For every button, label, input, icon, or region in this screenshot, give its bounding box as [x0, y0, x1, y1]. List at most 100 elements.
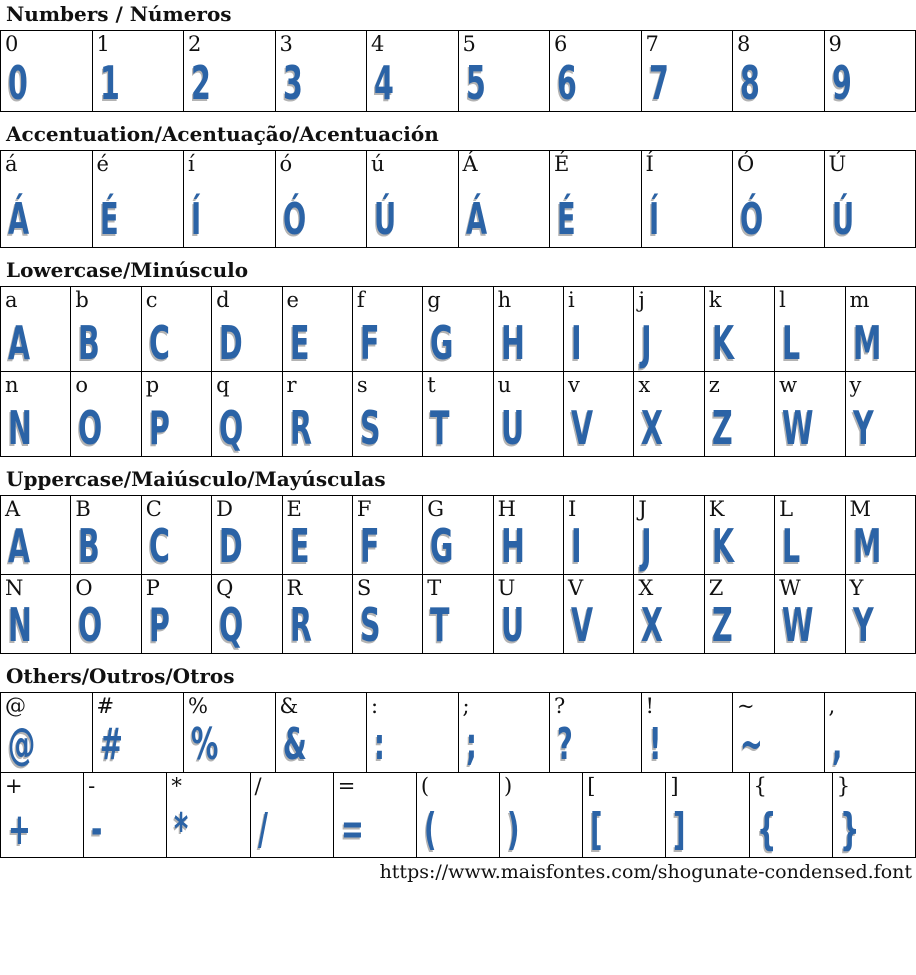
cell-glyph-sample: R [289, 598, 312, 652]
glyph-cell: mm [844, 286, 916, 372]
glyph-cell: éé [91, 150, 184, 248]
cell-character-label: 6 [554, 32, 568, 56]
cell-character-label: ? [554, 694, 566, 718]
glyph-cell: dd [211, 286, 283, 372]
cell-glyph-sample: % [191, 719, 219, 770]
cell-glyph-sample: b [78, 316, 101, 370]
glyph-cell: jj [633, 286, 705, 372]
cell-character-label: ] [670, 774, 679, 798]
glyph-cell: aa [0, 286, 72, 372]
cell-glyph-sample: B [78, 519, 101, 573]
cell-character-label: N [5, 576, 24, 600]
glyph-cell: cc [140, 286, 213, 372]
cell-glyph-sample: s [359, 401, 381, 455]
glyph-cell: xx [633, 371, 705, 457]
cell-glyph-sample: ) [507, 804, 520, 855]
glyph-cell: ff [351, 286, 424, 372]
cell-character-label: % [188, 694, 208, 718]
cell-glyph-sample: & [282, 719, 307, 770]
glyph-cell: gg [422, 286, 494, 372]
cell-glyph-sample: E [289, 519, 309, 573]
cell-glyph-sample: : [374, 719, 385, 770]
cell-character-label: ( [420, 774, 430, 798]
cell-character-label: T [427, 576, 442, 600]
cell-character-label: A [5, 497, 21, 521]
cell-glyph-sample: 1 [99, 56, 120, 110]
cell-glyph-sample: e [289, 316, 309, 370]
glyph-cell: %% [183, 692, 276, 773]
cell-glyph-sample: l [782, 316, 801, 370]
cell-glyph-sample: í [191, 194, 202, 245]
glyph-cell: (( [415, 772, 501, 858]
cell-glyph-sample: P [148, 598, 170, 652]
cell-glyph-sample: ( [423, 804, 437, 855]
glyph-cell: )) [499, 772, 584, 858]
others-table-row-2: + + - - * * / / = =(())[[]]{{}} [0, 772, 916, 858]
cell-glyph-sample: w [782, 401, 814, 455]
glyph-cell: yy [844, 371, 916, 457]
cell-glyph-sample: # [99, 719, 123, 770]
cell-character-label: r [286, 373, 297, 397]
cell-glyph-sample: Ó [740, 194, 764, 245]
cell-glyph-sample: á [8, 194, 30, 245]
cell-character-label: n [5, 373, 19, 397]
cell-glyph-sample: ú [374, 194, 397, 245]
glyph-cell: ii [562, 286, 635, 372]
cell-glyph-sample: - [91, 804, 103, 855]
cell-glyph-sample: c [148, 316, 170, 370]
cell-glyph-sample: 2 [191, 56, 211, 110]
cell-glyph-sample: q [219, 401, 244, 455]
cell-character-label: y [849, 373, 862, 397]
cell-glyph-sample: F [359, 519, 380, 573]
cell-character-label: ó [279, 152, 293, 176]
cell-character-label: / [254, 774, 262, 798]
glyph-cell: -- [83, 772, 168, 858]
cell-character-label: D [216, 497, 233, 521]
cell-glyph-sample: { [756, 804, 776, 855]
cell-glyph-sample: ~ [740, 719, 763, 770]
cell-character-label: B [75, 497, 91, 521]
cell-glyph-sample: Í [648, 194, 659, 245]
cell-character-label: b [75, 288, 89, 312]
cell-character-label: í [188, 152, 195, 176]
cell-glyph-sample: k [711, 316, 734, 370]
cell-glyph-sample: a [8, 316, 31, 370]
table-row: @ @ # #%% & &::;;??!! ~ ~,, [0, 692, 916, 773]
glyph-cell: * * [166, 772, 251, 858]
glyph-cell: ee [281, 286, 353, 372]
cell-character-label: ; [462, 694, 470, 718]
section-others: Others/Outros/Otros @ @ # #%% & &::;;??!! ~ ~,, +… [0, 664, 916, 858]
cell-glyph-sample: m [852, 316, 881, 370]
cell-character-label: } [836, 774, 851, 798]
cell-character-label: h [497, 288, 512, 312]
cell-glyph-sample: 5 [465, 56, 486, 110]
cell-character-label: É [554, 152, 570, 176]
cell-glyph-sample: , [831, 719, 842, 770]
cell-character-label: ~ [737, 694, 755, 718]
cell-character-label: u [497, 373, 512, 397]
cell-character-label: ! [645, 694, 654, 718]
glyph-cell: tt [422, 371, 494, 457]
cell-character-label: v [568, 373, 580, 397]
cell-character-label: 9 [828, 32, 842, 56]
cell-character-label: I [568, 497, 577, 521]
cell-glyph-sample: ó [282, 194, 306, 245]
section-accentuation: Accentuation/Acentuação/Acentuación á á é é í… [0, 122, 916, 248]
cell-glyph-sample: * [174, 804, 189, 855]
glyph-cell: qq [211, 371, 283, 457]
cell-character-label: Z [708, 576, 724, 600]
cell-glyph-sample: 9 [831, 56, 852, 110]
cell-glyph-sample: ? [557, 719, 573, 770]
cell-glyph-sample: z [711, 401, 733, 455]
